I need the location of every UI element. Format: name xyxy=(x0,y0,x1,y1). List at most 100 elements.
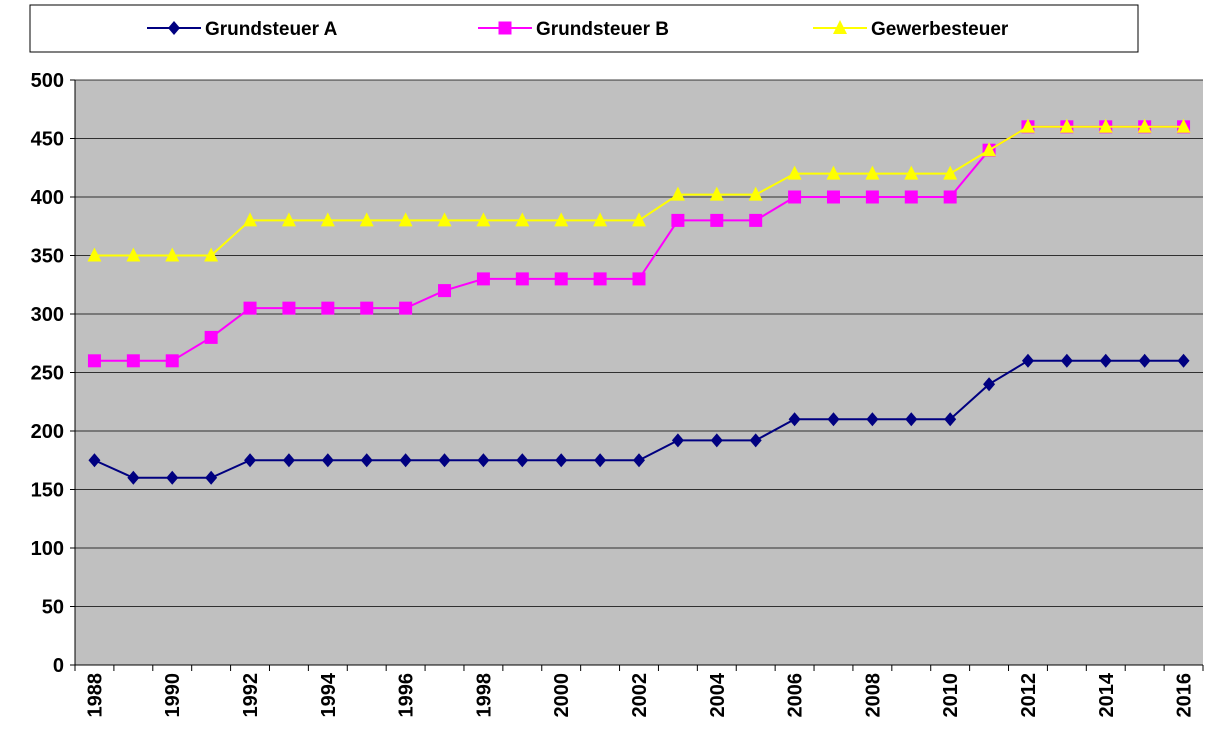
marker xyxy=(399,301,413,315)
marker xyxy=(671,213,685,227)
marker xyxy=(944,412,957,427)
marker xyxy=(515,212,530,227)
y-tick-label: 350 xyxy=(31,246,64,268)
marker xyxy=(398,212,413,227)
x-tick-label: 2016 xyxy=(1174,673,1196,718)
marker xyxy=(438,284,452,298)
marker xyxy=(87,247,102,262)
legend-label: Grundsteuer B xyxy=(536,19,669,40)
marker xyxy=(243,212,258,227)
marker xyxy=(243,301,257,315)
marker xyxy=(748,186,763,201)
x-tick-label: 2010 xyxy=(940,673,962,718)
x-tick-label: 2012 xyxy=(1018,673,1040,718)
marker xyxy=(827,412,840,427)
x-tick-label: 2002 xyxy=(629,673,651,718)
marker xyxy=(554,272,568,286)
marker xyxy=(943,165,958,180)
x-tick-label: 2014 xyxy=(1096,672,1118,717)
marker xyxy=(1099,353,1112,368)
marker xyxy=(671,433,684,448)
x-tick-label: 1990 xyxy=(162,673,184,718)
marker xyxy=(359,212,374,227)
marker xyxy=(710,433,723,448)
marker xyxy=(632,272,646,286)
marker xyxy=(632,212,646,227)
marker xyxy=(320,212,335,227)
marker xyxy=(516,453,529,468)
marker xyxy=(865,165,880,180)
marker xyxy=(710,213,724,227)
x-tick-label: 1992 xyxy=(240,673,262,718)
marker xyxy=(788,190,802,204)
marker xyxy=(1098,118,1113,133)
marker xyxy=(904,190,918,204)
marker xyxy=(787,165,802,180)
marker xyxy=(88,453,101,468)
x-tick-label: 2000 xyxy=(551,673,573,718)
marker xyxy=(1020,118,1035,133)
y-tick-label: 500 xyxy=(31,70,64,92)
marker xyxy=(204,247,219,262)
marker xyxy=(166,470,179,485)
marker xyxy=(1137,118,1152,133)
marker xyxy=(87,354,101,368)
marker xyxy=(360,453,373,468)
x-tick-label: 2006 xyxy=(785,673,807,718)
marker xyxy=(788,412,801,427)
marker xyxy=(244,453,257,468)
legend-label: Grundsteuer A xyxy=(205,19,338,40)
legend-marker xyxy=(498,21,512,35)
y-tick-label: 0 xyxy=(53,655,64,677)
marker xyxy=(1060,353,1073,368)
y-tick-label: 100 xyxy=(31,538,64,560)
marker xyxy=(281,212,296,227)
marker xyxy=(1059,118,1074,133)
x-tick-label: 2008 xyxy=(862,673,884,718)
marker xyxy=(749,213,763,227)
legend-marker xyxy=(168,21,180,35)
marker xyxy=(204,330,218,344)
y-tick-label: 250 xyxy=(31,363,64,385)
marker xyxy=(126,247,141,262)
marker xyxy=(437,212,452,227)
legend-marker xyxy=(833,20,847,34)
marker xyxy=(438,453,451,468)
marker xyxy=(1176,118,1191,133)
marker xyxy=(749,433,762,448)
marker xyxy=(826,190,840,204)
marker xyxy=(127,470,140,485)
marker xyxy=(866,412,879,427)
x-tick-label: 1994 xyxy=(318,672,340,717)
marker xyxy=(321,453,334,468)
marker xyxy=(476,272,490,286)
legend-box xyxy=(29,4,1139,53)
marker xyxy=(321,301,335,315)
marker xyxy=(593,212,608,227)
marker xyxy=(515,272,529,286)
marker xyxy=(904,165,919,180)
x-tick-label: 1988 xyxy=(84,673,106,718)
marker xyxy=(205,470,218,485)
y-tick-label: 150 xyxy=(31,480,64,502)
marker xyxy=(709,186,724,201)
marker xyxy=(670,186,685,201)
marker xyxy=(1138,353,1151,368)
marker xyxy=(983,377,996,392)
marker xyxy=(165,247,180,262)
x-tick-label: 1996 xyxy=(396,673,418,718)
marker xyxy=(905,412,918,427)
marker xyxy=(555,453,568,468)
marker xyxy=(476,212,491,227)
marker xyxy=(282,301,296,315)
marker xyxy=(1177,353,1190,368)
marker xyxy=(593,272,607,286)
marker xyxy=(594,453,607,468)
marker xyxy=(399,453,412,468)
marker xyxy=(477,453,490,468)
marker xyxy=(165,354,179,368)
y-tick-label: 50 xyxy=(42,597,64,619)
legend-label: Gewerbesteuer xyxy=(871,19,1009,40)
y-tick-label: 200 xyxy=(31,421,64,443)
